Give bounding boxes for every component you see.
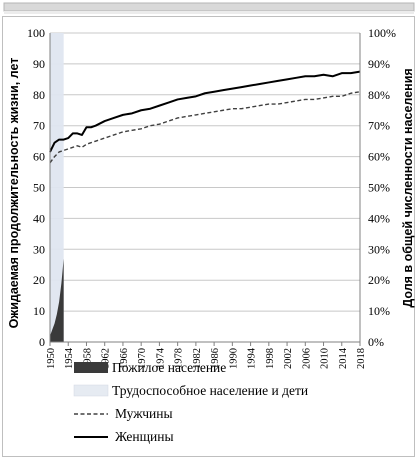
x-tick-label: 1994 — [247, 347, 258, 369]
y-left-tick-label: 40 — [33, 211, 45, 225]
y-left-tick-label: 0 — [39, 335, 45, 349]
area-elderly — [50, 258, 64, 342]
y-left-tick-label: 20 — [33, 273, 45, 287]
series-line-men — [49, 91, 361, 164]
series-line-women — [49, 70, 361, 153]
legend-label-working: Трудоспособное население и дети — [112, 383, 308, 398]
y-right-tick-label: 30% — [368, 242, 390, 256]
x-tick-label: 2018 — [356, 348, 367, 369]
legend: Пожилое население Трудоспособное населен… — [73, 360, 308, 444]
y-left-tick-label: 70 — [33, 119, 45, 133]
y-right-tick-label: 60% — [368, 150, 390, 164]
legend-item-men: Мужчины — [74, 406, 173, 421]
gridlines — [50, 32, 360, 343]
chart-border — [2, 16, 415, 457]
y-left-tick-label: 100 — [27, 26, 45, 40]
y-right-tick-label: 70% — [368, 119, 390, 133]
y-left-tick-label: 60 — [33, 150, 45, 164]
x-tick-label: 2006 — [301, 348, 312, 369]
y-right-tick-label: 0% — [368, 335, 384, 349]
legend-item-elderly: Пожилое население — [74, 360, 226, 375]
x-tick-label: 1966 — [119, 348, 130, 369]
x-tick-label: 1974 — [155, 347, 166, 369]
x-tick-label: 1970 — [137, 348, 148, 369]
y-left-tick-label: 80 — [33, 88, 45, 102]
y-right-tick-label: 20% — [368, 273, 390, 287]
y-right-tick-label: 90% — [368, 57, 390, 71]
y-right-tick-label: 40% — [368, 211, 390, 225]
y-left-tick-label: 50 — [33, 181, 45, 195]
area-working-age — [50, 33, 64, 342]
header-bevel-shadow — [4, 11, 414, 14]
x-tick-label: 1954 — [64, 347, 75, 369]
y-left-tick-label: 10 — [33, 304, 45, 318]
x-tick-label: 1986 — [210, 348, 221, 369]
y-right-tick-label: 10% — [368, 304, 390, 318]
legend-swatch-working — [73, 384, 109, 397]
y-right-tick-label: 50% — [368, 181, 390, 195]
legend-item-working: Трудоспособное население и дети — [73, 383, 308, 398]
x-tick-label: 2010 — [320, 348, 331, 369]
legend-item-women: Женщины — [74, 429, 174, 444]
x-tick-label: 1998 — [265, 348, 276, 369]
y-left-tick-label: 30 — [33, 242, 45, 256]
y-left-tick-label: 90 — [33, 57, 45, 71]
y-right-tick-label: 100% — [368, 26, 396, 40]
x-tick-label: 2014 — [338, 347, 349, 369]
legend-swatch-elderly — [74, 362, 108, 373]
y-right-tick-label: 80% — [368, 88, 390, 102]
legend-label-elderly: Пожилое население — [112, 360, 226, 375]
x-tick-label: 1950 — [46, 348, 57, 369]
y-axis-right-label: Доля в общей численности населения — [401, 68, 415, 307]
x-tick-label: 1962 — [101, 348, 112, 369]
x-tick-label: 1958 — [82, 348, 93, 369]
y-axis-left-label: Ожидаемая продолжительность жизни, лет — [7, 58, 21, 329]
x-tick-label: 1990 — [228, 348, 239, 369]
legend-label-men: Мужчины — [115, 406, 173, 421]
x-tick-label: 1982 — [192, 348, 203, 369]
axes: 0 10 20 30 40 50 60 70 80 90 100 0% 10% 20% 30% 40% 50% 6… — [27, 26, 396, 369]
x-tick-label: 1978 — [174, 348, 185, 369]
line-series — [49, 70, 361, 164]
x-tick-label: 2002 — [283, 348, 294, 369]
legend-label-women: Женщины — [115, 429, 174, 444]
area-series — [50, 33, 64, 342]
